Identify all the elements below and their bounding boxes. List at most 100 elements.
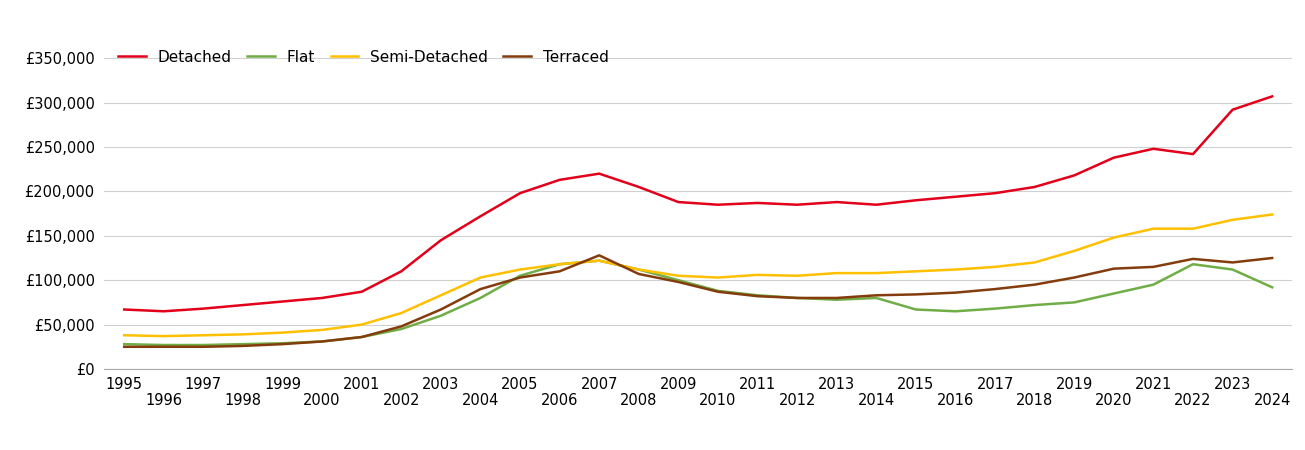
Flat [749, 292, 765, 298]
Semi-Detached [988, 264, 1004, 270]
Flat [671, 278, 686, 283]
Detached [908, 198, 924, 203]
Detached [393, 269, 408, 274]
Semi-Detached [829, 270, 844, 276]
Terraced [829, 295, 844, 301]
Flat [1027, 302, 1043, 308]
Detached [116, 307, 132, 312]
Legend: Detached, Flat, Semi-Detached, Terraced: Detached, Flat, Semi-Detached, Terraced [112, 44, 615, 71]
Detached [433, 238, 449, 243]
Flat [868, 295, 883, 301]
Flat [472, 295, 488, 301]
Flat [632, 267, 647, 272]
Detached [1105, 155, 1121, 160]
Terraced [1105, 266, 1121, 271]
Line: Semi-Detached: Semi-Detached [124, 215, 1272, 336]
Detached [472, 214, 488, 219]
Flat [829, 297, 844, 302]
Flat [790, 295, 805, 301]
Semi-Detached [512, 267, 527, 272]
Semi-Detached [275, 330, 291, 335]
Terraced [433, 307, 449, 312]
Line: Terraced: Terraced [124, 255, 1272, 347]
Detached [988, 190, 1004, 196]
Detached [1146, 146, 1161, 152]
Semi-Detached [908, 269, 924, 274]
Semi-Detached [472, 275, 488, 280]
Terraced [512, 275, 527, 280]
Detached [552, 177, 568, 183]
Flat [988, 306, 1004, 311]
Terraced [472, 286, 488, 292]
Flat [433, 313, 449, 319]
Flat [155, 342, 171, 348]
Terraced [632, 271, 647, 277]
Flat [1265, 284, 1280, 290]
Detached [947, 194, 963, 199]
Terraced [155, 344, 171, 350]
Flat [947, 309, 963, 314]
Flat [235, 342, 251, 347]
Detached [1265, 94, 1280, 99]
Flat [710, 288, 726, 293]
Semi-Detached [671, 273, 686, 279]
Terraced [315, 339, 330, 344]
Terraced [116, 344, 132, 350]
Detached [1185, 151, 1201, 157]
Detached [749, 200, 765, 206]
Flat [1224, 267, 1240, 272]
Terraced [1027, 282, 1043, 288]
Semi-Detached [591, 258, 607, 263]
Semi-Detached [1105, 235, 1121, 240]
Terraced [671, 279, 686, 285]
Terraced [710, 289, 726, 294]
Detached [829, 199, 844, 205]
Semi-Detached [790, 273, 805, 279]
Detached [710, 202, 726, 207]
Detached [235, 302, 251, 308]
Semi-Detached [196, 333, 211, 338]
Terraced [196, 344, 211, 350]
Semi-Detached [710, 275, 726, 280]
Line: Detached: Detached [124, 96, 1272, 311]
Terraced [354, 334, 369, 340]
Terraced [235, 343, 251, 349]
Flat [512, 273, 527, 279]
Terraced [552, 269, 568, 274]
Semi-Detached [393, 310, 408, 316]
Semi-Detached [1146, 226, 1161, 231]
Terraced [908, 292, 924, 297]
Flat [1105, 291, 1121, 296]
Terraced [275, 342, 291, 347]
Semi-Detached [116, 333, 132, 338]
Detached [1066, 173, 1082, 178]
Detached [315, 295, 330, 301]
Flat [116, 342, 132, 347]
Semi-Detached [354, 322, 369, 327]
Terraced [1224, 260, 1240, 265]
Flat [1185, 261, 1201, 267]
Semi-Detached [1185, 226, 1201, 231]
Flat [315, 339, 330, 344]
Flat [354, 334, 369, 340]
Terraced [591, 252, 607, 258]
Semi-Detached [155, 333, 171, 339]
Detached [1027, 184, 1043, 189]
Detached [790, 202, 805, 207]
Detached [632, 184, 647, 189]
Line: Flat: Flat [124, 261, 1272, 345]
Terraced [868, 292, 883, 298]
Semi-Detached [1224, 217, 1240, 222]
Detached [1224, 107, 1240, 112]
Detached [591, 171, 607, 176]
Semi-Detached [552, 261, 568, 267]
Flat [196, 342, 211, 348]
Detached [512, 190, 527, 196]
Detached [671, 199, 686, 205]
Detached [196, 306, 211, 311]
Flat [591, 258, 607, 263]
Semi-Detached [433, 292, 449, 298]
Flat [1066, 300, 1082, 305]
Detached [868, 202, 883, 207]
Terraced [1066, 275, 1082, 280]
